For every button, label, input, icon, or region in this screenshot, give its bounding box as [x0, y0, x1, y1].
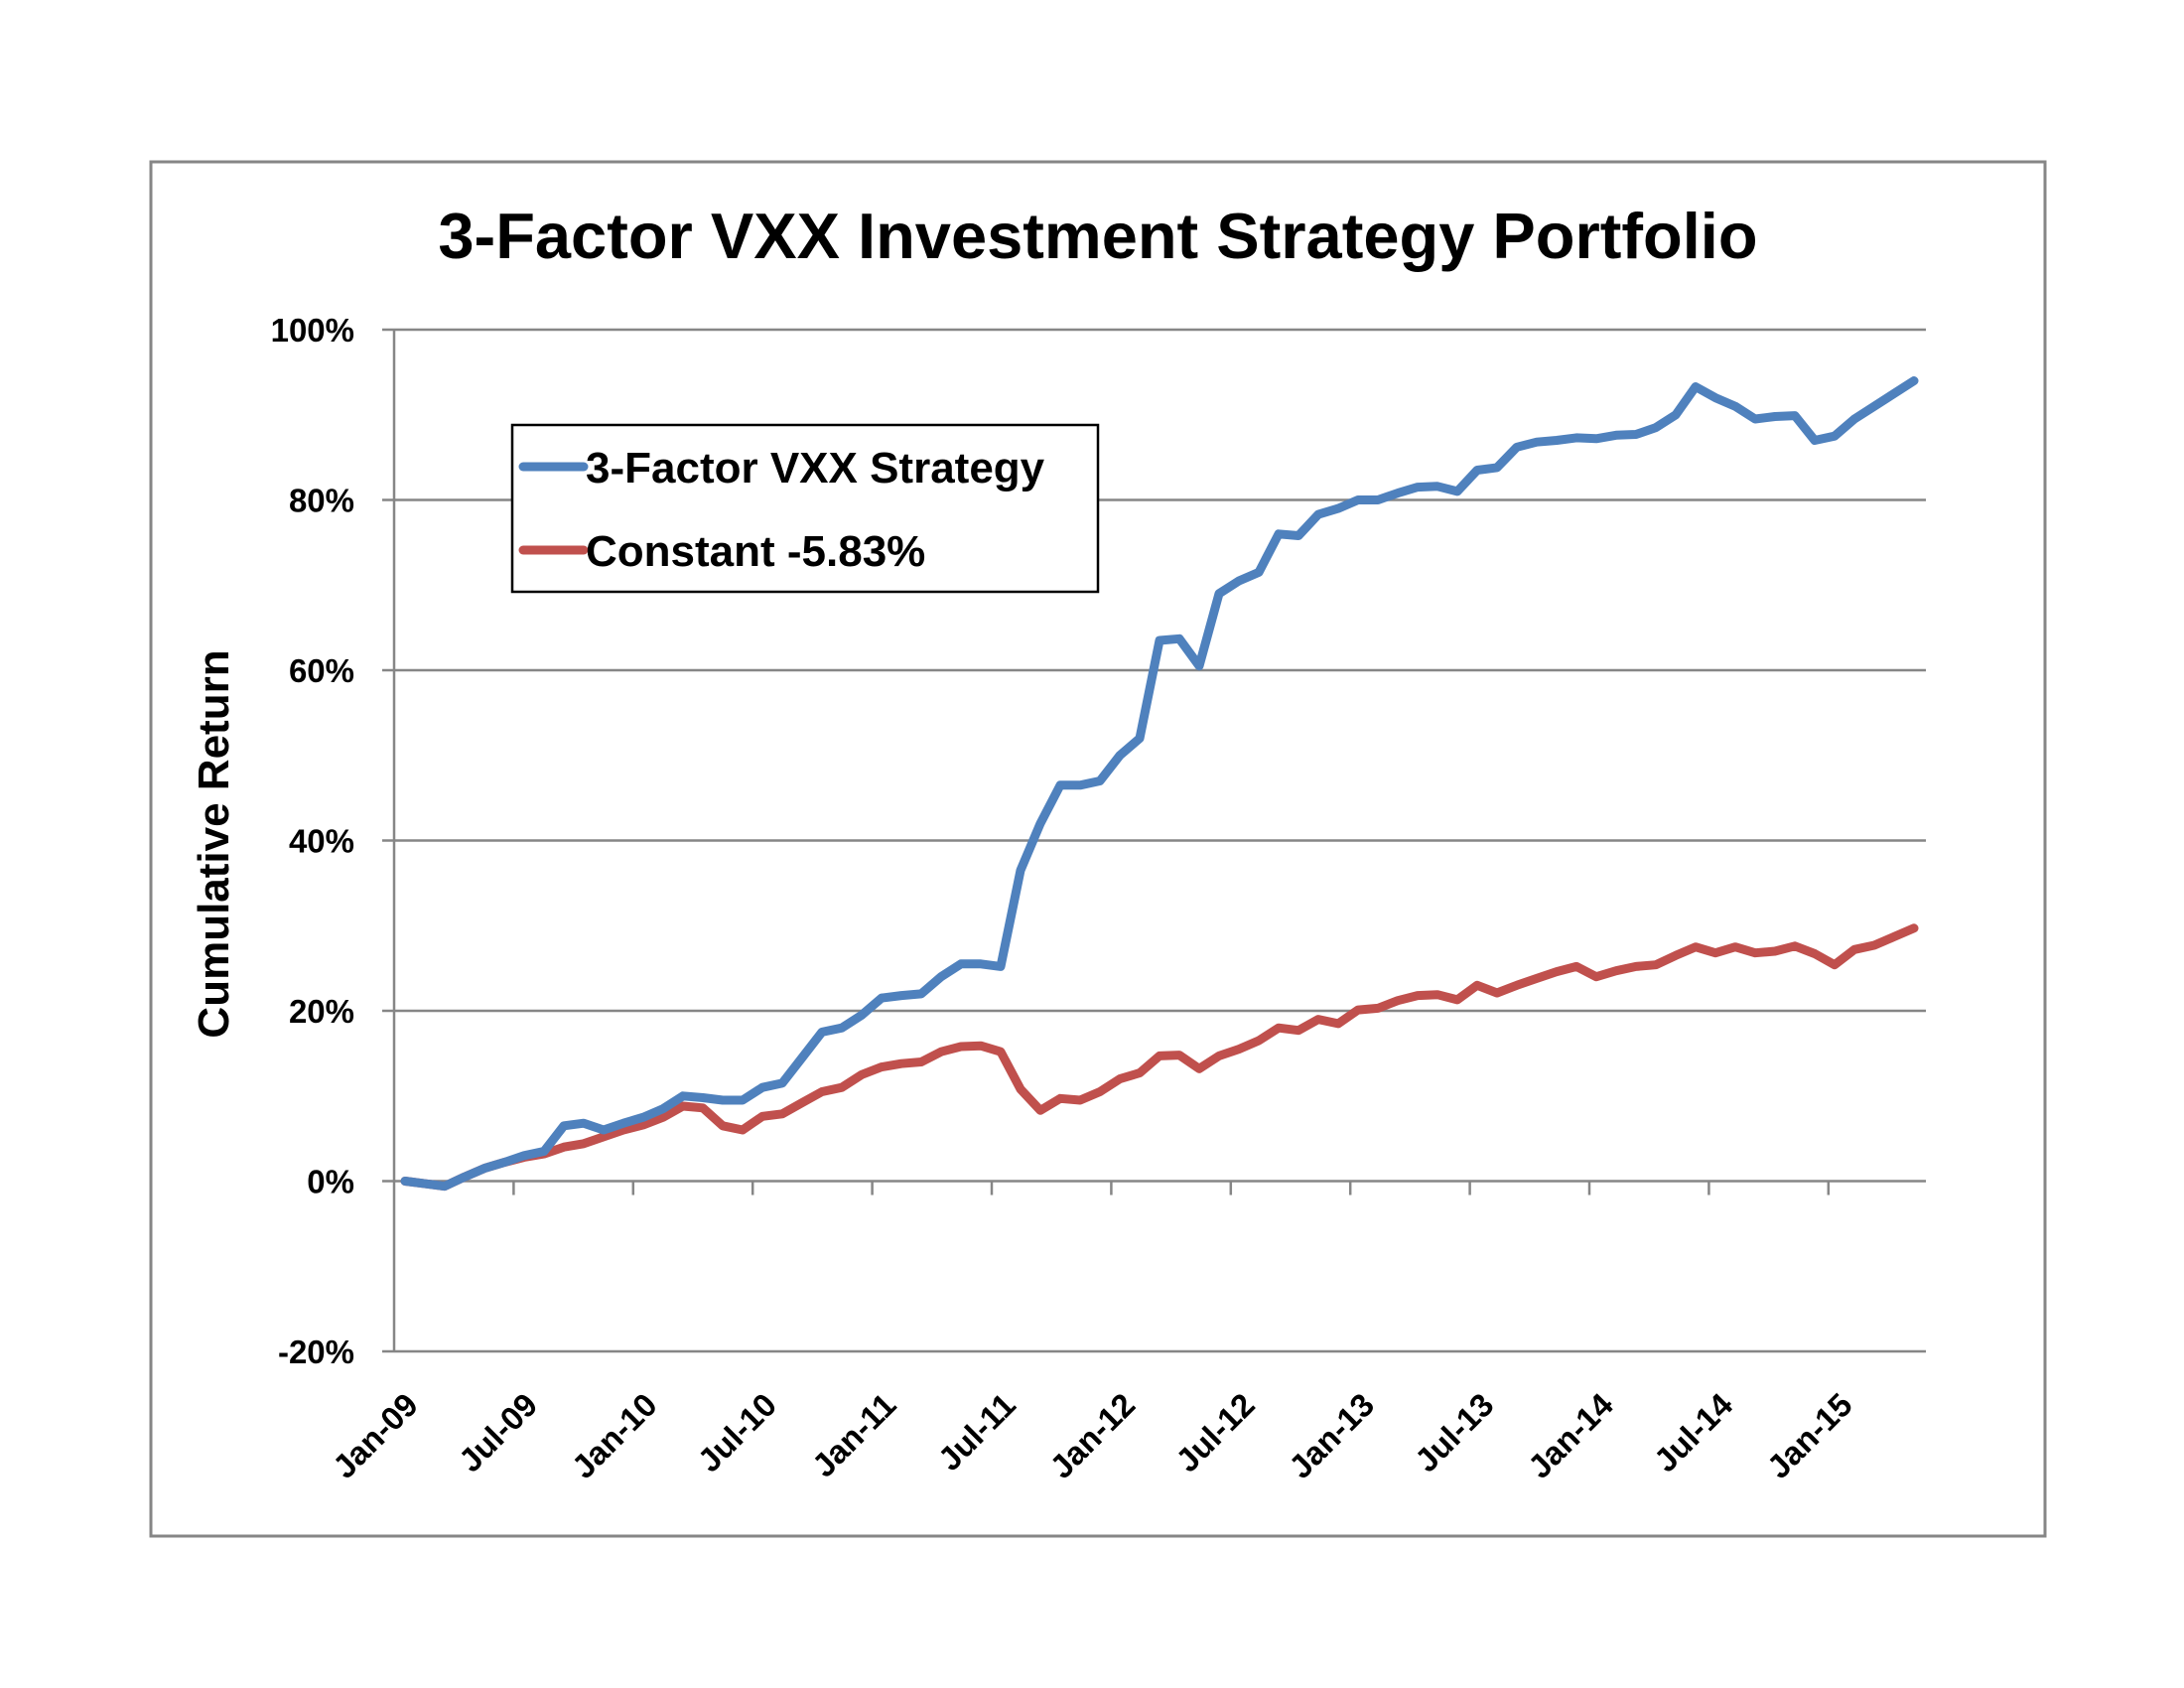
y-tick-label: 40% [289, 823, 354, 860]
chart-title: 3-Factor VXX Investment Strategy Portfol… [438, 200, 1757, 272]
legend-label-strategy: 3-Factor VXX Strategy [586, 444, 1045, 492]
axes [392, 330, 1926, 1351]
legend-box [510, 423, 1100, 594]
y-axis-label: Cumulative Return [190, 649, 238, 1038]
legend: 3-Factor VXX Strategy Constant -5.83% [510, 423, 1100, 594]
y-tick-label: 80% [289, 483, 354, 519]
y-tick-label: -20% [278, 1334, 354, 1370]
y-tick-label: 100% [271, 312, 354, 349]
series-line-strategy [400, 376, 1919, 1192]
chart-frame [149, 160, 2047, 1538]
y-tick-label: 60% [289, 652, 354, 689]
series-line-constant [400, 923, 1919, 1192]
y-tick-label: 20% [289, 993, 354, 1030]
y-axis-ticks: 100% 80% 60% 40% 20% 0% -20% [271, 312, 394, 1370]
legend-label-constant: Constant -5.83% [586, 527, 925, 576]
series-lines [400, 376, 1919, 1192]
y-tick-label: 0% [307, 1164, 354, 1200]
